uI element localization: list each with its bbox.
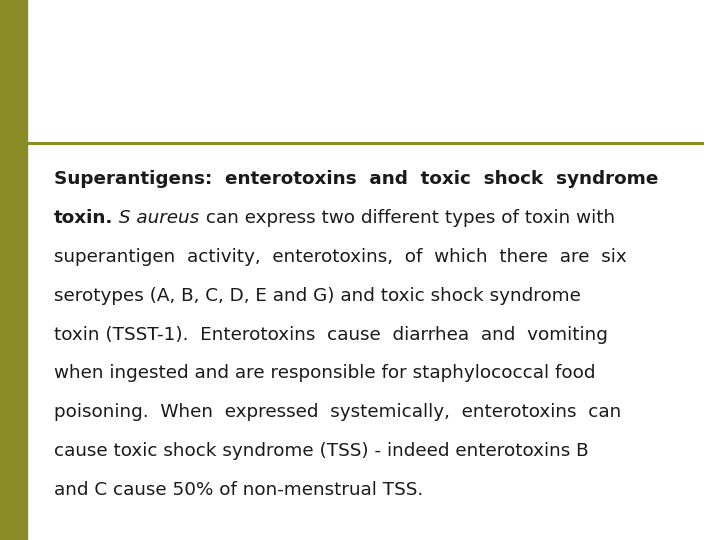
Text: superantigen  activity,  enterotoxins,  of  which  there  are  six: superantigen activity, enterotoxins, of …: [54, 248, 626, 266]
Text: when ingested and are responsible for staphylococcal food: when ingested and are responsible for st…: [54, 364, 595, 382]
Text: S aureus: S aureus: [113, 209, 199, 227]
Text: can express two different types of toxin with: can express two different types of toxin…: [199, 209, 615, 227]
Text: serotypes (A, B, C, D, E and G) and toxic shock syndrome: serotypes (A, B, C, D, E and G) and toxi…: [54, 287, 581, 305]
Text: poisoning.  When  expressed  systemically,  enterotoxins  can: poisoning. When expressed systemically, …: [54, 403, 621, 421]
Text: Superantigens:  enterotoxins  and  toxic  shock  syndrome: Superantigens: enterotoxins and toxic sh…: [54, 170, 658, 188]
Text: cause toxic shock syndrome (TSS) - indeed enterotoxins B: cause toxic shock syndrome (TSS) - indee…: [54, 442, 589, 460]
Text: and C cause 50% of non-menstrual TSS.: and C cause 50% of non-menstrual TSS.: [54, 481, 423, 499]
Text: toxin.: toxin.: [54, 209, 113, 227]
Text: toxin (TSST-1).  Enterotoxins  cause  diarrhea  and  vomiting: toxin (TSST-1). Enterotoxins cause diarr…: [54, 326, 608, 343]
